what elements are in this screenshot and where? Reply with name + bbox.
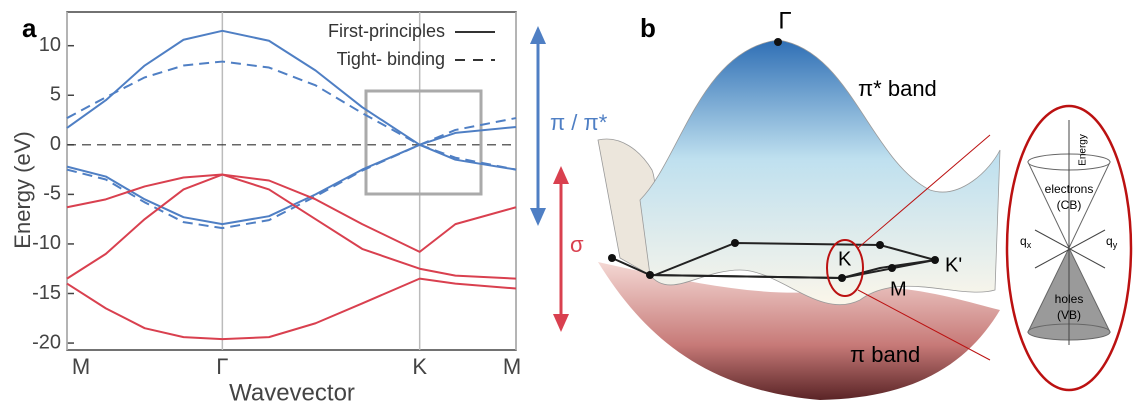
band-line xyxy=(66,143,517,230)
y-tick-label: 0 xyxy=(50,133,61,155)
k-label: K xyxy=(838,248,852,270)
inset-energy: Energy xyxy=(1078,134,1089,166)
inset-qy: qy xyxy=(1106,234,1118,250)
pi-label: π / π* xyxy=(550,110,608,135)
band-line xyxy=(66,60,517,146)
y-tick-label: -20 xyxy=(32,331,61,353)
x-tick-label: M xyxy=(503,354,521,379)
sigma-arrow xyxy=(553,166,569,332)
panel-label: b xyxy=(640,13,656,43)
band-line xyxy=(66,143,517,226)
inset-holes: holes xyxy=(1055,292,1084,306)
band-line xyxy=(66,173,517,253)
y-axis-title: Energy (eV) xyxy=(10,131,35,248)
band-line xyxy=(66,29,517,146)
pi-arrow xyxy=(530,26,546,226)
legend-label: Tight- binding xyxy=(337,49,445,69)
inset-vb: (VB) xyxy=(1057,308,1081,322)
k-prime-label: K' xyxy=(945,254,962,276)
x-axis-title: Wavevector xyxy=(229,379,355,406)
legend-label: First-principles xyxy=(328,21,445,41)
panel-label: a xyxy=(22,13,37,43)
y-tick-label: -10 xyxy=(32,232,61,254)
inset-cb: (CB) xyxy=(1057,198,1082,212)
pi-star-label: π* band xyxy=(858,76,937,101)
band-surface xyxy=(597,38,1001,400)
highlight-box xyxy=(364,89,483,196)
y-tick-label: 5 xyxy=(50,84,61,106)
gamma-label: Γ xyxy=(778,7,791,34)
m-label: M xyxy=(890,278,907,300)
plot-frame xyxy=(66,11,517,351)
inset-qx: qx xyxy=(1020,234,1032,250)
band-line xyxy=(66,277,517,341)
x-tick-label: M xyxy=(72,354,90,379)
y-tick-label: -15 xyxy=(32,282,61,304)
pi-label: π band xyxy=(850,342,920,367)
y-tick-label: 10 xyxy=(39,34,61,56)
band-line xyxy=(66,173,517,280)
sigma-label: σ xyxy=(570,232,584,257)
x-tick-label: K xyxy=(412,354,427,379)
dirac-cone-inset xyxy=(1002,95,1134,395)
y-tick-label: -5 xyxy=(43,183,61,205)
inset-electrons: electrons xyxy=(1045,182,1094,196)
x-tick-label: Γ xyxy=(216,354,228,379)
